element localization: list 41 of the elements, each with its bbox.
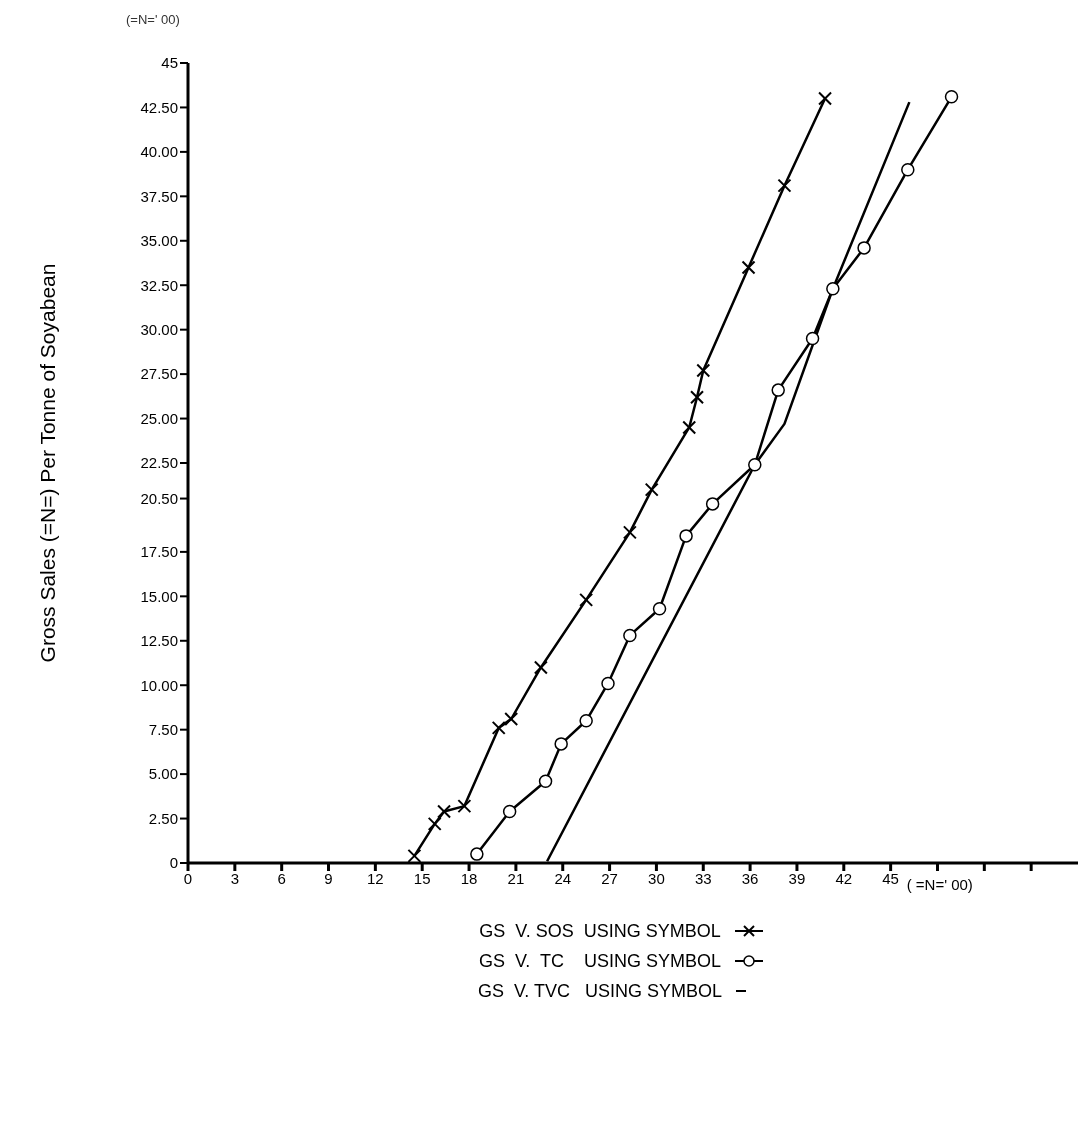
y-tick-label: 27.50 [140, 365, 178, 383]
x-tick-label: 12 [367, 869, 384, 887]
legend-label: GS V. SOS USING SYMBOL [479, 920, 721, 943]
y-tick-label: 45 [161, 54, 178, 72]
x-tick-label: 15 [413, 869, 431, 887]
y-tick-label: 30.00 [140, 320, 178, 338]
x-tick-label: 45 [882, 869, 899, 887]
x-tick-label: 30 [648, 869, 665, 887]
y-tick-label: 35.00 [140, 232, 178, 250]
x-tick-label: 27 [601, 869, 618, 887]
y-tick-label: 10.00 [140, 676, 178, 694]
y-tick-label: 22.50 [140, 454, 178, 472]
y-axis-title: Gross Sales (=N=) Per Tonne of Soyabean [36, 263, 60, 663]
y-tick-label: 15.00 [140, 587, 178, 605]
x-tick-label: 6 [277, 869, 286, 887]
y-tick-label: 17.50 [140, 543, 178, 561]
y-tick-label: 20.50 [140, 489, 178, 507]
y-tick-label: 42.50 [140, 98, 178, 116]
y-tick-label: 32.50 [140, 276, 178, 294]
x-tick-label: 39 [788, 869, 806, 887]
x-tick-label: 24 [554, 869, 572, 887]
x-tick-label: 21 [507, 869, 525, 887]
x-tick-label: 9 [324, 869, 333, 887]
x-tick-label: 36 [741, 869, 759, 887]
legend-label: GS V. TC USING SYMBOL [478, 950, 722, 973]
y-tick-label: 0 [169, 854, 178, 872]
y-tick-label: 37.50 [140, 187, 178, 205]
x-tick-label: 42 [835, 869, 853, 887]
text: (=N=' 00) [126, 12, 180, 27]
y-tick-label: 5.00 [148, 765, 178, 783]
x-tick-label: 33 [694, 869, 712, 887]
y-tick-label: 12.50 [140, 632, 178, 650]
x-tick-label: 18 [460, 869, 478, 887]
x-tick-label: 3 [230, 869, 240, 887]
x-axis-title: ( =N=' 00) [906, 876, 973, 893]
legend-label: GS V. TVC USING SYMBOL [477, 980, 723, 1003]
y-tick-label: 40.00 [140, 143, 178, 161]
y-tick-label: 25.00 [140, 409, 178, 427]
y-tick-label: 7.50 [148, 720, 178, 738]
x-tick-label: 0 [183, 869, 193, 887]
y-tick-label: 2.50 [148, 809, 178, 827]
